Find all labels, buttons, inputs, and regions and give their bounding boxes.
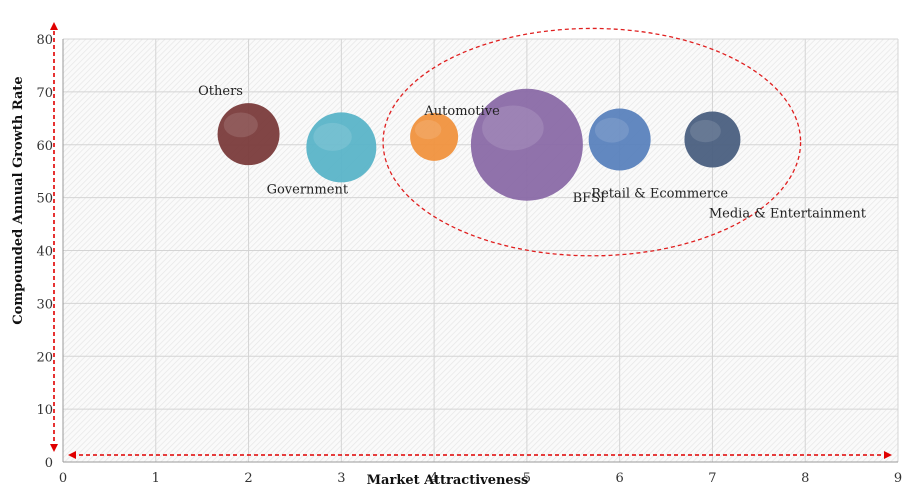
x-tick-label: 9 (894, 471, 902, 486)
y-tick-label: 50 (36, 192, 53, 207)
y-tick-label: 40 (36, 245, 53, 260)
bubble-highlight (482, 105, 544, 151)
bubble-label: Retail & Ecommerce (591, 186, 728, 201)
y-tick-label: 20 (36, 350, 53, 365)
bubble (470, 88, 583, 201)
x-tick-label: 7 (708, 471, 716, 486)
y-tick-label: 80 (36, 33, 53, 48)
x-tick-label: 4 (430, 471, 438, 486)
bubble-label: Others (198, 84, 243, 99)
bubble (588, 108, 651, 171)
bubble-circle (684, 111, 741, 168)
y-axis-title: Compounded Annual Growth Rate (11, 76, 26, 324)
bubble-circle (217, 103, 280, 166)
bubble-highlight (223, 112, 258, 138)
highlight-ellipse-layer (382, 27, 802, 257)
x-tick-label: 6 (616, 471, 624, 486)
bubble-circle (588, 108, 651, 171)
bubble-label: BFSI (573, 191, 606, 206)
bubble (684, 111, 741, 168)
x-tick-label: 5 (523, 471, 531, 486)
y-tick-label: 70 (36, 86, 53, 101)
x-tick-label: 3 (337, 471, 345, 486)
bubble-circle (306, 112, 377, 183)
bubble-circle (470, 88, 583, 201)
y-tick-label: 60 (36, 139, 53, 154)
y-tick-label: 10 (36, 403, 53, 418)
x-axis-title: Market Attractiveness (367, 473, 529, 488)
axes (62, 39, 898, 463)
bubble (217, 103, 280, 166)
bubble-highlight (690, 119, 721, 143)
bubbles (217, 88, 741, 201)
x-tick-label: 1 (152, 471, 160, 486)
x-tick-label: 0 (59, 471, 67, 486)
bubble (410, 112, 459, 161)
tick-labels: 0 1 2 3 4 5 6 7 8 9 0 10 20 30 40 50 60 70 80 (36, 33, 902, 486)
bubble-label: Government (267, 182, 349, 197)
y-tick-label: 30 (36, 297, 53, 312)
bubble-highlight (313, 122, 352, 151)
y-tick-label: 0 (45, 456, 53, 471)
x-tick-label: 2 (244, 471, 252, 486)
x-tick-label: 8 (801, 471, 809, 486)
bubble (306, 112, 377, 183)
bubble-circle (410, 112, 459, 161)
highlight-ellipse (382, 27, 802, 257)
bubble-label: Automotive (423, 104, 500, 119)
bubble-label: Media & Entertainment (709, 206, 867, 221)
bubble-highlight (414, 120, 442, 140)
bubble-highlight (594, 117, 629, 143)
axis-arrows (50, 22, 892, 459)
